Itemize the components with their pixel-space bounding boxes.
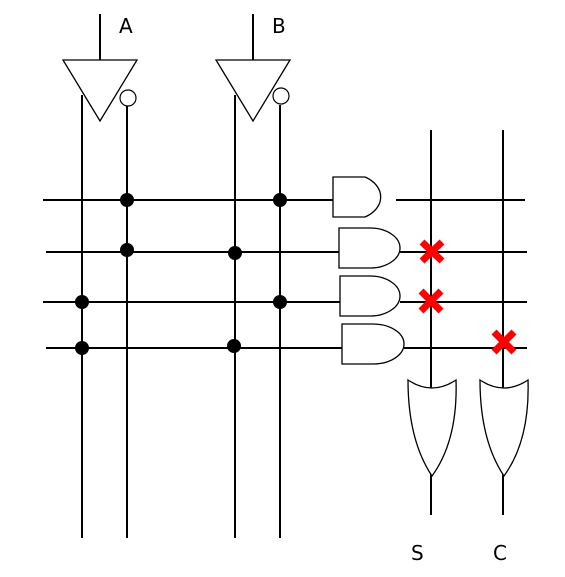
buffer-b-inverter-bubble [272,87,290,105]
input-label-a: A [119,14,133,38]
input-label-b: B [272,14,286,38]
buffer-a-inverter-bubble [119,89,137,107]
and-gate-3 [339,275,401,317]
buffer-a-triangle [61,59,139,123]
connection-dot-p2-a [120,243,134,257]
connection-dot-p1-a [120,193,134,207]
and-gate-2 [338,227,401,269]
or-gate-s [407,378,457,478]
cross-stroke [419,239,445,264]
cross-mark-s-2 [419,239,445,264]
connection-dot-p3-b [273,295,287,309]
cross-mark-c-4 [491,329,517,355]
connection-dot-p2-b [228,246,242,260]
output-label-s: S [411,541,424,565]
connection-dot-p4-a [75,341,89,355]
cross-mark-s-3 [418,288,444,314]
buffer-b [214,59,292,123]
and-gate-4 [341,323,405,365]
connection-dot-p3-a [75,295,89,309]
cross-stroke [491,329,517,355]
cross-stroke [418,288,444,314]
connection-dot-p4-b [227,339,241,353]
and-gate-1 [332,176,382,218]
output-label-c: C [493,541,507,565]
buffer-b-triangle [214,59,292,123]
buffer-a [61,59,139,123]
or-gate-c [479,378,529,478]
connection-dot-p1-b [273,193,287,207]
